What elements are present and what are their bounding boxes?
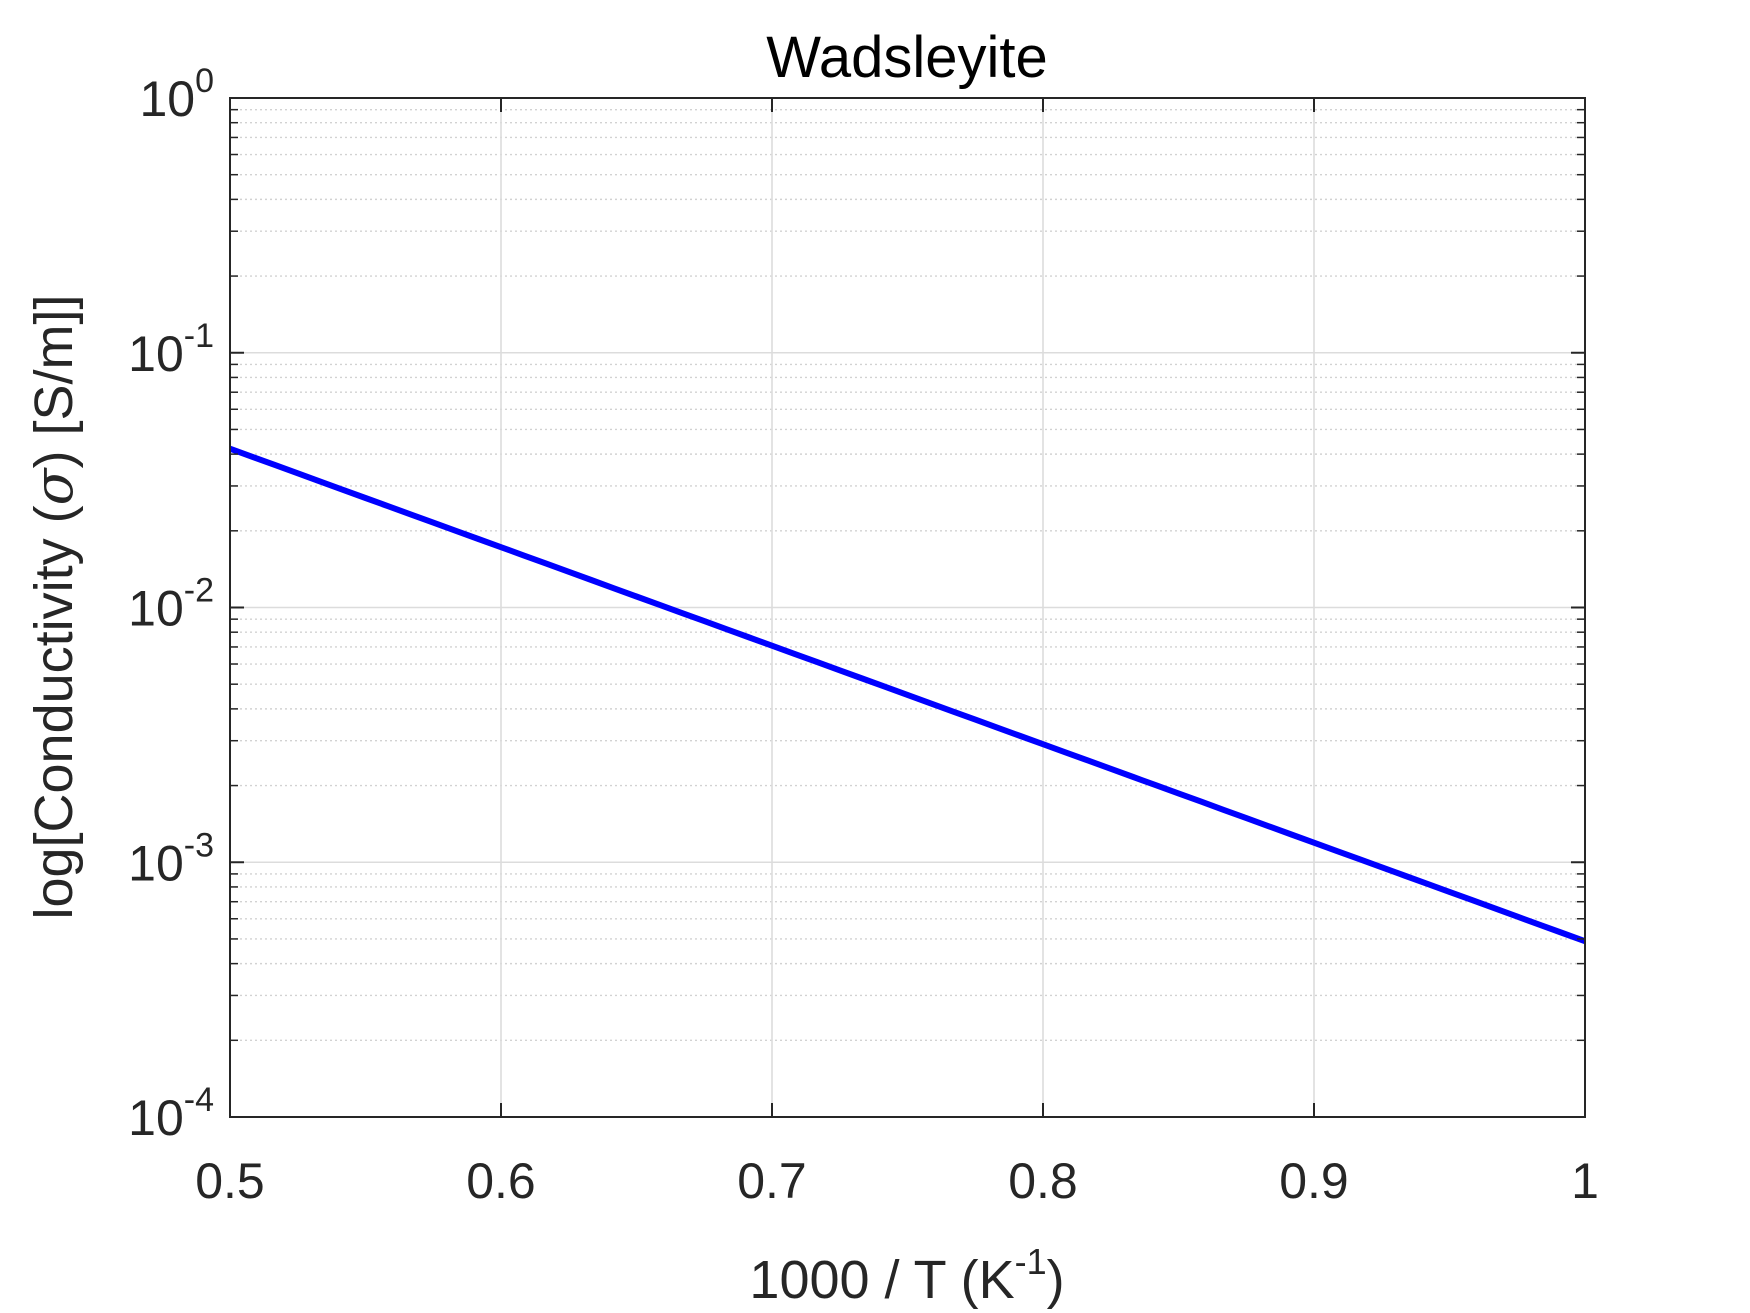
y-tick-label-base: 10 xyxy=(128,1090,184,1146)
plot-box xyxy=(229,97,1586,1118)
x-axis-label-tail: ) xyxy=(1047,1250,1065,1310)
y-tick-label-base: 10 xyxy=(128,835,184,891)
x-tick-label: 0.6 xyxy=(466,1153,536,1209)
y-tick-label: 10-3 xyxy=(128,826,214,891)
y-axis-label-pre: log[Conductivity ( xyxy=(24,505,84,919)
y-tick-label: 100 xyxy=(139,62,214,127)
x-tick-label: 0.7 xyxy=(737,1153,807,1209)
y-tick-label-exponent: -3 xyxy=(184,826,214,864)
y-tick-label-exponent: 0 xyxy=(195,62,214,100)
x-tick-label: 1 xyxy=(1571,1153,1599,1209)
y-tick-label: 10-4 xyxy=(128,1081,214,1146)
y-axis-label: log[Conductivity (σ) [S/m]] xyxy=(22,294,85,919)
y-tick-label-base: 10 xyxy=(128,581,184,637)
minor-grid xyxy=(230,108,1585,1042)
y-axis-label-sigma: σ xyxy=(22,466,85,505)
x-tick-labels: 0.5 0.6 0.7 0.8 0.9 1 xyxy=(195,1153,1599,1209)
y-tick-label-base: 10 xyxy=(128,326,184,382)
y-tick-label-base: 10 xyxy=(139,71,195,127)
y-tick-label: 10-1 xyxy=(128,317,214,382)
series-line xyxy=(228,445,1587,945)
series-layer xyxy=(228,445,1587,945)
y-axis-label-post: ) [S/m]] xyxy=(24,294,84,468)
x-axis-label: 1000 / T (K-1) xyxy=(749,1241,1064,1310)
y-tick-label: 10-2 xyxy=(128,572,214,637)
y-tick-label-exponent: -1 xyxy=(184,317,214,355)
x-axis-label-base: 1000 / T (K xyxy=(749,1250,1014,1310)
x-tick-label: 0.9 xyxy=(1279,1153,1349,1209)
chart-title: Wadsleyite xyxy=(766,25,1048,90)
x-tick-label: 0.5 xyxy=(195,1153,265,1209)
y-tick-label-exponent: -4 xyxy=(184,1081,214,1119)
x-tick-label: 0.8 xyxy=(1008,1153,1078,1209)
x-axis-label-superscript: -1 xyxy=(1015,1241,1047,1282)
y-tick-label-exponent: -2 xyxy=(184,572,214,610)
